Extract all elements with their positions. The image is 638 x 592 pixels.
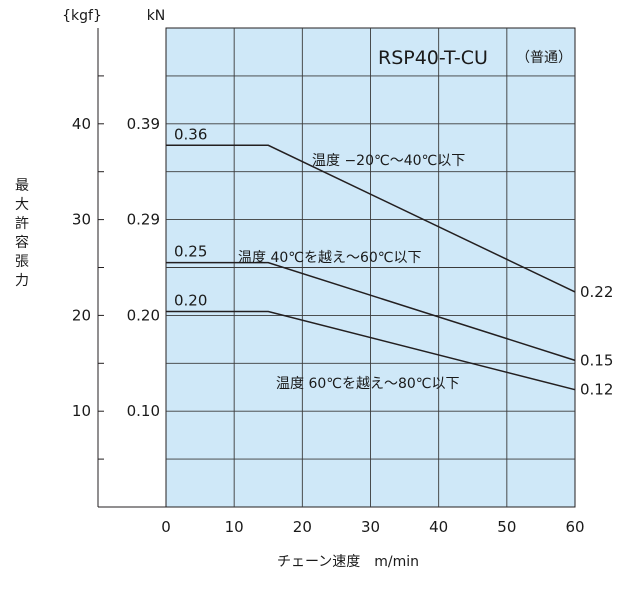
x-tick-label: 50 xyxy=(497,518,516,536)
y-unit-kN: kN xyxy=(147,8,166,24)
y-tick-label-kgf: 40 xyxy=(72,115,91,133)
series-start-label: 0.20 xyxy=(174,291,207,309)
x-tick-label: 30 xyxy=(361,518,380,536)
y-tick-label-kN: 0.39 xyxy=(127,115,160,133)
y-tick-label-kN: 0.20 xyxy=(127,306,160,324)
x-axis-label: チェーン速度 m/min xyxy=(277,554,419,570)
x-tick-label: 20 xyxy=(293,518,312,536)
series-start-label: 0.25 xyxy=(174,243,207,261)
y-axis-label-char: 大 xyxy=(15,197,29,213)
series-line xyxy=(166,310,576,391)
y-tick-label-kN: 0.10 xyxy=(127,402,160,420)
x-tick-label: 60 xyxy=(565,518,584,536)
series-name-label: 温度 −20℃～40℃以下 xyxy=(312,153,465,169)
y-axis-label-char: 張 xyxy=(15,254,29,270)
series-name-label: 温度 40℃を越え～60℃以下 xyxy=(238,250,422,266)
chart-title: RSP40-T-CU xyxy=(378,47,488,69)
x-tick-label: 10 xyxy=(225,518,244,536)
series-line xyxy=(166,261,576,362)
chart-title-note: （普通） xyxy=(516,50,572,66)
series-end-label: 0.15 xyxy=(580,351,613,369)
series-line xyxy=(166,144,576,293)
y-axis-label-char: 力 xyxy=(15,273,29,289)
y-axis-label-char: 許 xyxy=(15,216,29,232)
y-axis-label-char: 最 xyxy=(15,178,29,194)
x-tick-label: 40 xyxy=(429,518,448,536)
y-tick-label-kgf: 20 xyxy=(72,306,91,324)
y-tick-label-kN: 0.29 xyxy=(127,211,160,229)
y-tick-label-kgf: 10 xyxy=(72,402,91,420)
x-tick-label: 0 xyxy=(161,518,171,536)
series-end-label: 0.12 xyxy=(580,381,613,399)
series-name-label: 温度 60℃を越え～80℃以下 xyxy=(276,376,460,392)
series-end-label: 0.22 xyxy=(580,283,613,301)
y-unit-kgf: {kgf} xyxy=(62,8,102,24)
y-tick-label-kgf: 30 xyxy=(72,211,91,229)
series-start-label: 0.36 xyxy=(174,125,207,143)
y-axis-label-char: 容 xyxy=(15,234,29,251)
